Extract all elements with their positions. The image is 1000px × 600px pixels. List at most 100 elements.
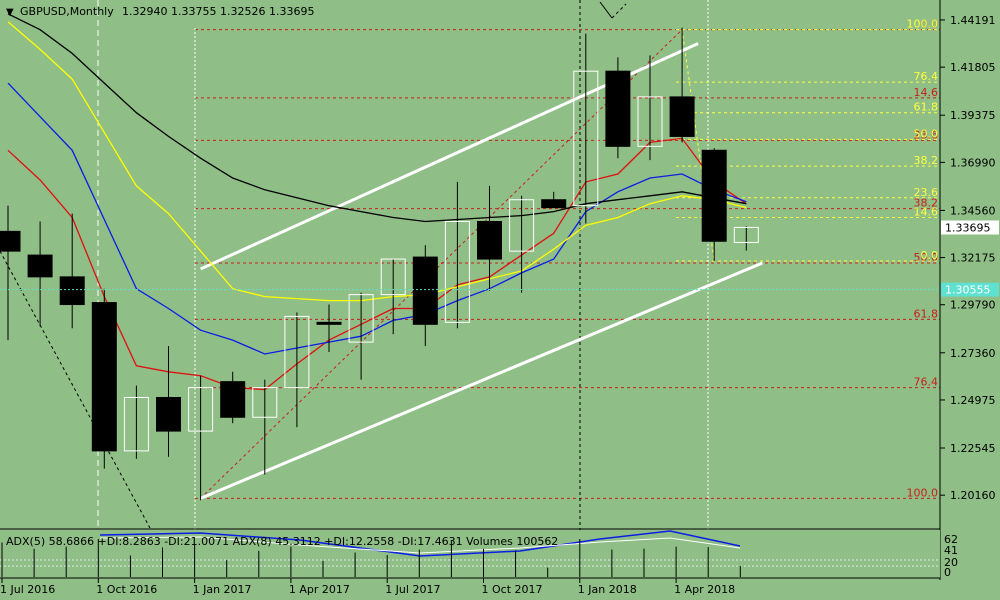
- candle-body-bear: [669, 96, 695, 137]
- moving-averages: [7, 13, 747, 391]
- symbol-arrow-icon: ▼: [6, 7, 14, 18]
- price-tick-label: 1.34560: [950, 204, 996, 217]
- time-tick-label: 1 Oct 2017: [482, 583, 543, 596]
- price-tick-label: 1.27360: [950, 347, 996, 360]
- moving-average-line: [7, 82, 747, 355]
- candle-body-bear: [156, 396, 181, 432]
- fib-yellow-level-label: 61.8: [914, 101, 939, 114]
- indicator-level-62: 62: [944, 533, 958, 546]
- time-axis: 1 Jul 2016 1 Oct 2016 1 Jan 2017 1 Apr 2017…: [0, 578, 735, 596]
- volume-bars: [1, 539, 741, 577]
- candle-body-bear: [0, 230, 21, 252]
- candle-body-bear: [477, 220, 502, 260]
- price-tick-label: 1.39375: [950, 109, 996, 122]
- candle-body-bear: [59, 276, 85, 306]
- candle: [380, 258, 406, 335]
- candle: [27, 221, 53, 327]
- fib-red-level-label: 50.0: [914, 251, 939, 264]
- current-price-marker: [941, 220, 999, 235]
- price-tick-label: 1.32175: [950, 252, 996, 265]
- price-tick-label: 1.36990: [950, 156, 996, 169]
- candle-body-bear: [412, 256, 438, 325]
- candle-body-bull: [573, 70, 599, 207]
- cyan-price-marker: [941, 282, 999, 297]
- fibonacci-red-levels: 100.076.461.850.038.223.614.60.0: [195, 18, 940, 499]
- fib-yellow-level-label: 76.4: [914, 70, 939, 83]
- candle: [59, 213, 85, 329]
- fib-red-level-label: 100.0: [907, 486, 939, 499]
- candle-body-bull: [733, 226, 759, 243]
- time-tick-label: 1 Jan 2018: [578, 583, 637, 596]
- candle-body-bear: [701, 149, 727, 242]
- candle-body-bear: [220, 381, 246, 418]
- candle: [252, 379, 278, 475]
- candle: [669, 27, 695, 143]
- candle-body-bear: [316, 321, 342, 325]
- fib-red-level-label: 14.6: [914, 86, 939, 99]
- candle: [637, 55, 663, 161]
- candle-body-bull: [348, 294, 374, 343]
- candle-body-bull: [123, 396, 149, 452]
- candle-body-bear: [605, 70, 631, 147]
- price-tick-label: 1.22545: [950, 442, 996, 455]
- candle: [733, 226, 759, 251]
- price-tick-label: 1.41805: [950, 61, 996, 74]
- candle: [91, 288, 117, 469]
- fib-yellow-level-label: 0.0: [921, 249, 939, 262]
- candle: [509, 195, 535, 293]
- candle-body-bull: [444, 220, 470, 323]
- time-tick-label: 1 Apr 2018: [674, 583, 735, 596]
- moving-average-line: [7, 137, 747, 391]
- black-trendline: [599, 1, 613, 19]
- cyan-price-label: 1.30555: [945, 284, 991, 297]
- moving-average-line: [7, 13, 747, 223]
- fib-red-level-label: 61.8: [914, 307, 939, 320]
- candle-body-bull: [637, 96, 663, 147]
- price-axis: 1.44191 1.41805 1.39375 1.36990 1.34560 1.321…: [940, 14, 996, 502]
- black-trendline: [0, 250, 151, 529]
- candle: [156, 346, 181, 457]
- candle-body-bull: [252, 387, 278, 418]
- candle: [541, 191, 567, 209]
- price-tick-label: 1.24975: [950, 394, 996, 407]
- adx-line: [99, 530, 741, 557]
- price-tick-label: 1.20160: [950, 489, 996, 502]
- candle-body-bear: [91, 302, 117, 452]
- indicator-level-20: 20: [944, 556, 958, 569]
- price-tick-label: 1.29790: [950, 299, 996, 312]
- candle: [284, 312, 310, 428]
- fib-yellow-level-label: 38.2: [914, 154, 939, 167]
- fib-red-level-label: 38.2: [914, 197, 939, 210]
- time-tick-label: 1 Jul 2016: [0, 583, 55, 596]
- candle-body-bull: [188, 387, 214, 432]
- ohlc-values: 1.32940 1.33755 1.32526 1.33695: [122, 5, 314, 18]
- fib-yellow-level-label: 14.6: [914, 206, 939, 219]
- fib-red-level-label: 23.6: [914, 128, 939, 141]
- candle: [605, 57, 631, 159]
- candle: [701, 148, 727, 262]
- candle: [477, 185, 502, 291]
- time-tick-label: 1 Apr 2017: [289, 583, 350, 596]
- fib-red-trendline: [200, 29, 683, 499]
- candle-body-bear: [541, 199, 567, 209]
- channel-line: [200, 261, 763, 500]
- fib-yellow-level-label: 23.6: [914, 186, 939, 199]
- time-tick-label: 1 Oct 2016: [96, 583, 157, 596]
- candlesticks: [0, 27, 759, 501]
- fib-yellow-level-label: 100.0: [907, 18, 939, 31]
- candle: [348, 292, 374, 380]
- candle: [316, 304, 342, 352]
- candle: [412, 245, 438, 347]
- candle: [573, 33, 599, 224]
- candle-body-bear: [27, 254, 53, 278]
- fib-yellow-level-label: 50.0: [914, 127, 939, 140]
- time-tick-label: 1 Jan 2017: [193, 583, 252, 596]
- indicator-label: ADX(5) 58.6866 +DI:8.2863 -DI:21.0071 AD…: [6, 535, 558, 548]
- moving-average-line: [7, 21, 747, 302]
- candle-body-bull: [509, 199, 535, 252]
- candle: [220, 371, 246, 424]
- fib-red-level-label: 76.4: [914, 376, 939, 389]
- indicator-level-0: 0: [944, 566, 951, 579]
